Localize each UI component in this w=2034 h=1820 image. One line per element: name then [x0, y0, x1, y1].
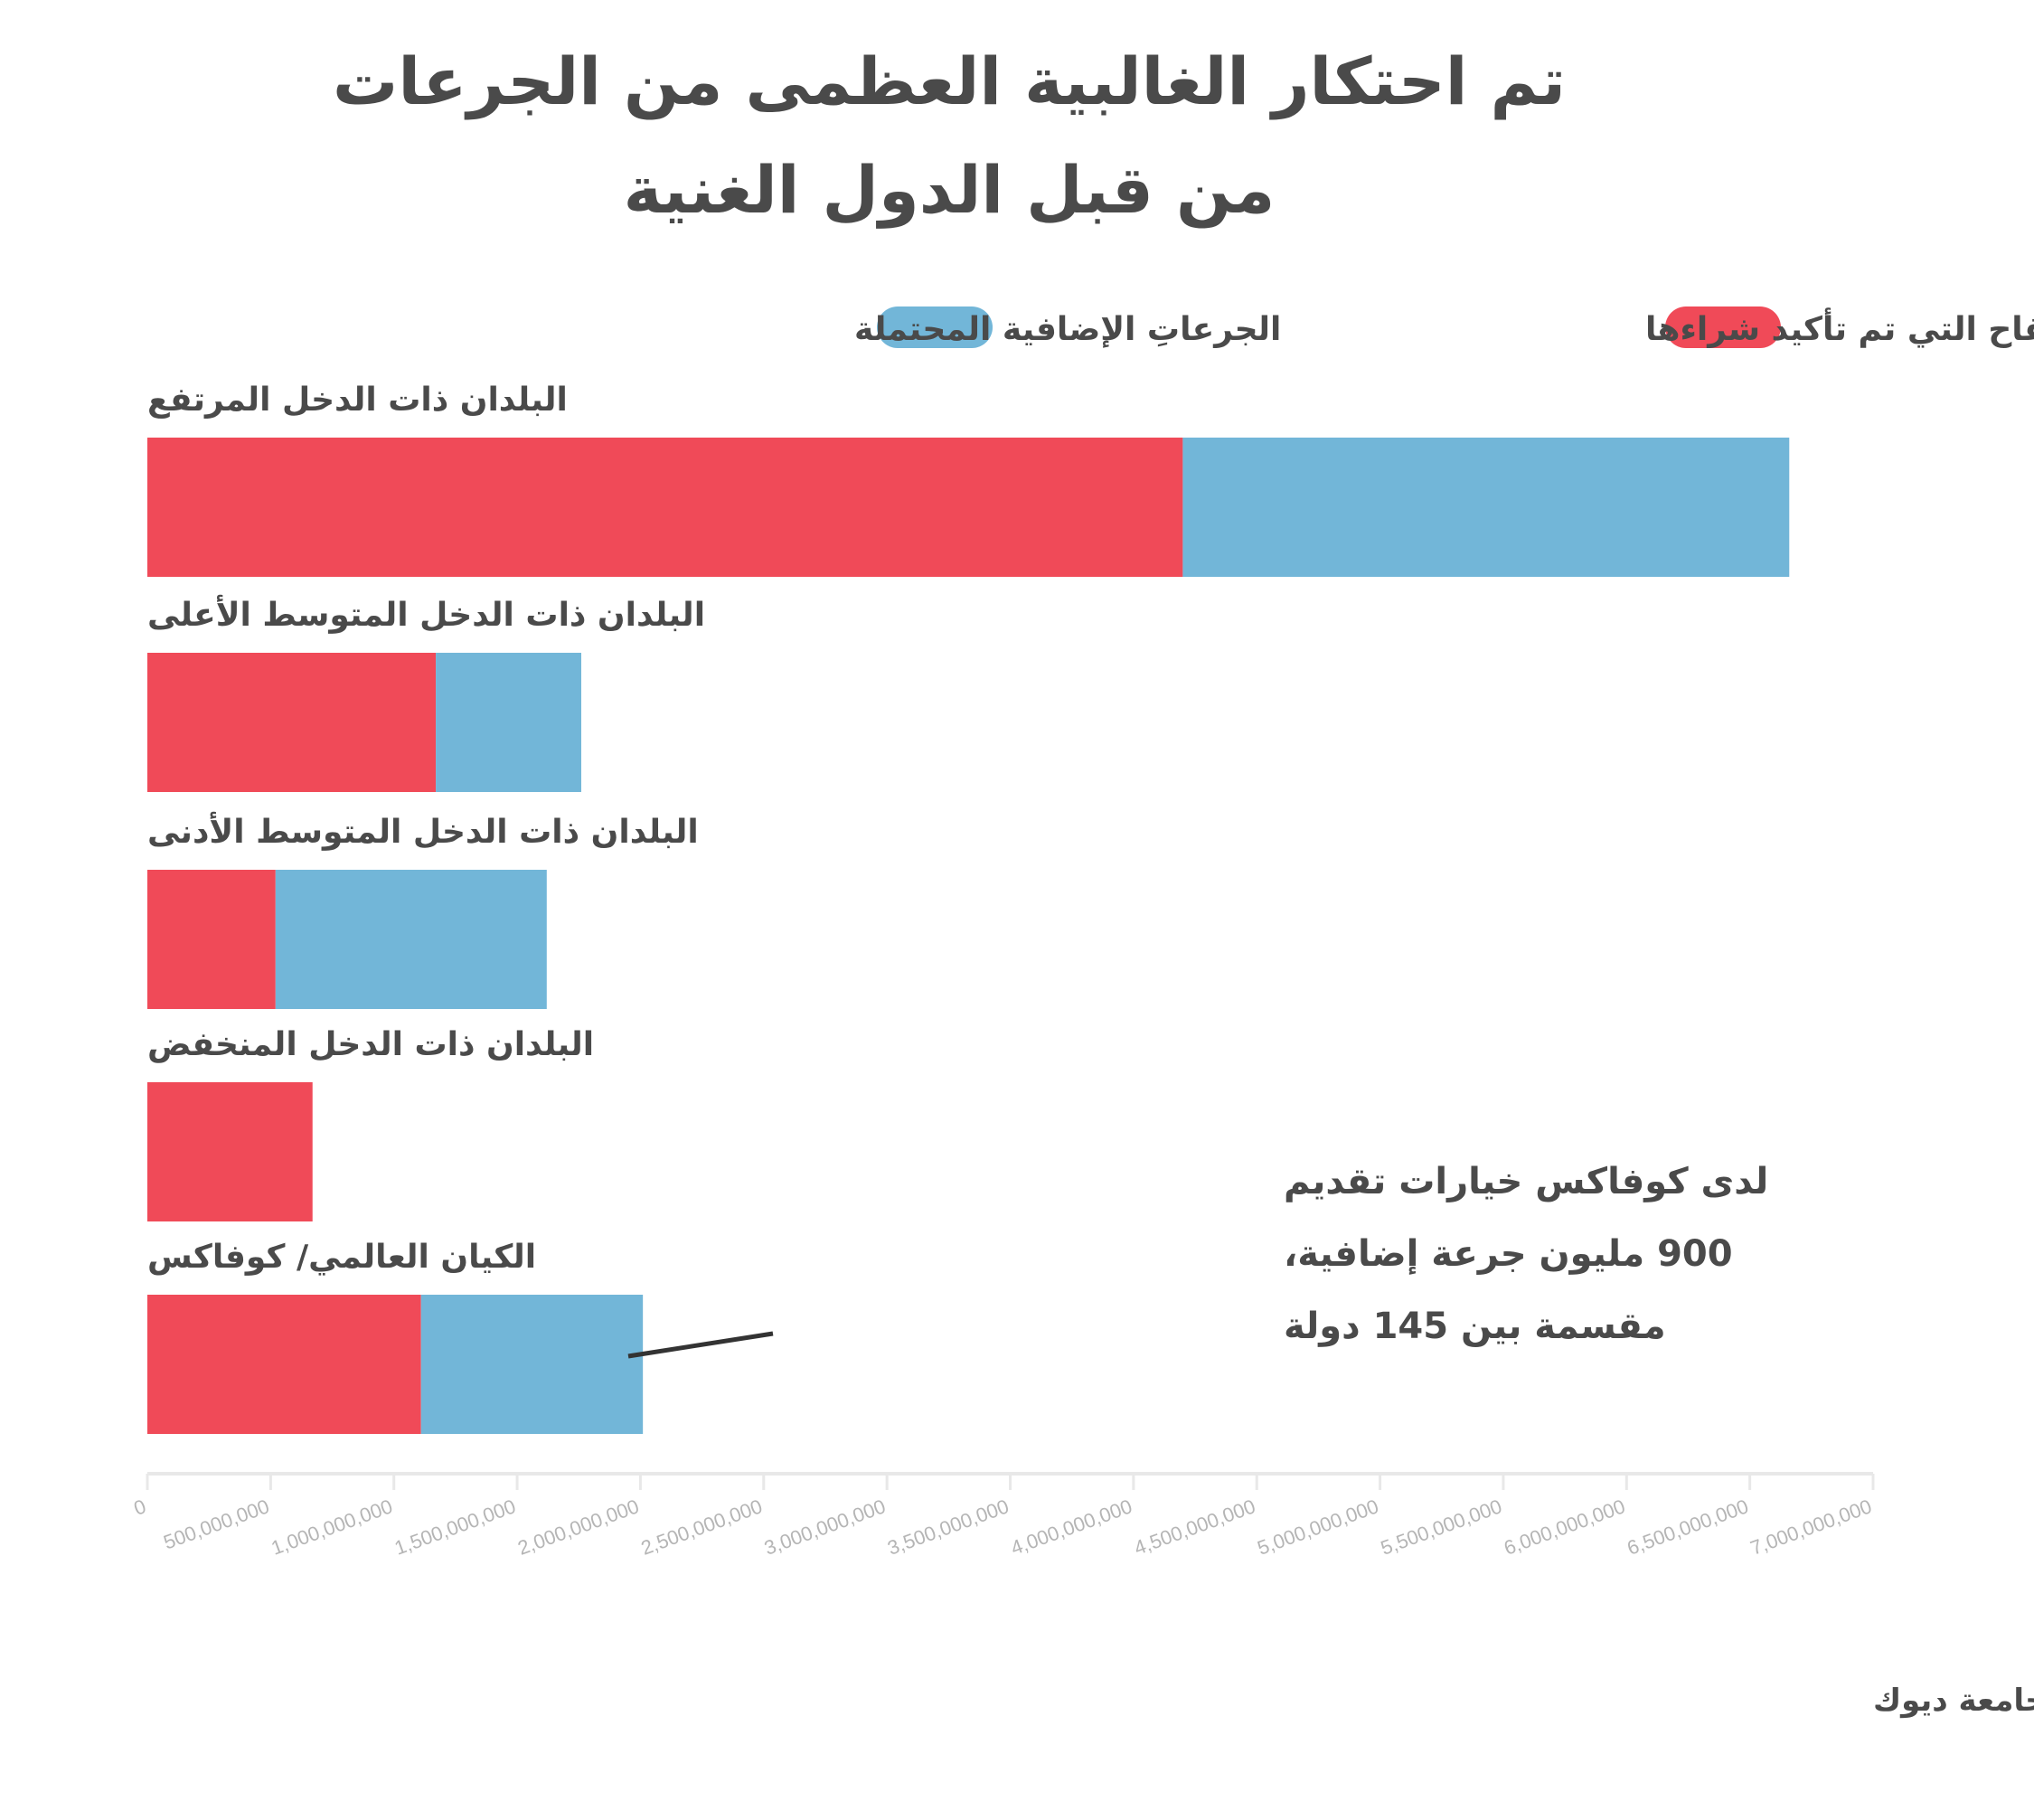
bar-5-series-1: [147, 1295, 421, 1434]
bar-1-series-2: [1182, 438, 1790, 577]
x-tick-label-6: 3,000,000,000: [761, 1495, 889, 1560]
chart-title: تم احتكار الغالبية العظمى من الجرعات من …: [181, 27, 1718, 244]
bar-3-series-2: [275, 870, 547, 1009]
x-tick-label-8: 4,000,000,000: [1008, 1495, 1135, 1560]
x-tick-label-14: 7,000,000,000: [1747, 1495, 1875, 1560]
x-tick-label-13: 6,500,000,000: [1624, 1495, 1752, 1560]
x-tick-label-9: 4,500,000,000: [1131, 1495, 1258, 1560]
legend-label-2: الجرعاتِ الإضافية المحتملة: [854, 311, 1281, 348]
annotation: لدى كوفاكس خيارات تقديم 900 مليون جرعة إض…: [627, 1161, 1768, 1359]
x-tick-label-12: 6,000,000,000: [1501, 1495, 1628, 1560]
x-tick-label-5: 2,500,000,000: [638, 1495, 766, 1560]
x-tick-label-3: 1,500,000,000: [391, 1495, 519, 1560]
legend-swatch-1: [1665, 306, 1781, 348]
x-tick-label-4: 2,000,000,000: [514, 1495, 642, 1560]
bar-4-series-1: [147, 1082, 313, 1221]
category-label-4: البلدان ذات الدخل المنخفض: [147, 1026, 594, 1063]
x-tick-label-0: 0: [131, 1495, 149, 1520]
annotation-pointer: [627, 1331, 774, 1359]
x-tick-label-1: 500,000,000: [161, 1495, 273, 1553]
annotation-line-3: مقسمة بين 145 دولة: [1284, 1306, 1666, 1347]
category-label-3: البلدان ذات الدخل المتوسط الأدنى: [147, 811, 699, 851]
bar-3-series-1: [147, 870, 276, 1009]
category-label-1: البلدان ذات الدخل المرتفع: [147, 382, 568, 419]
chart-title-line-1: تم احتكار الغالبية العظمى من الجرعات: [333, 43, 1566, 119]
bar-2-series-2: [436, 653, 581, 792]
legend-swatch-2: [877, 306, 993, 348]
bars-group: البلدان ذات الدخل المرتفع البلدان ذات الد…: [147, 382, 1790, 1434]
bar-2-series-1: [147, 653, 437, 792]
category-label-2: البلدان ذات الدخل المتوسط الأعلى: [147, 594, 705, 634]
chart-title-line-2: من قبل الدول الغنية: [623, 152, 1276, 228]
x-tick-label-11: 5,500,000,000: [1378, 1495, 1505, 1560]
bar-5-series-2: [420, 1295, 644, 1434]
x-tick-label-2: 1,000,000,000: [268, 1495, 396, 1560]
legend: جرعات اللقاح التي تم تأكيد شراءها الجرعات…: [854, 306, 2034, 348]
source-note: المصدر: جامعة ديوك: [1873, 1683, 2034, 1719]
x-tick-label-10: 5,000,000,000: [1255, 1495, 1382, 1560]
x-axis: 0 500,000,0001,000,000,0001,500,000,0002,…: [131, 1472, 1875, 1560]
legend-label-1: جرعات اللقاح التي تم تأكيد شراءها: [1645, 307, 2034, 348]
category-label-5: الكيان العالمي/ كوفاكس: [147, 1239, 536, 1276]
x-tick-label-7: 3,500,000,000: [884, 1495, 1012, 1560]
annotation-line-2: 900 مليون جرعة إضافية،: [1284, 1233, 1733, 1275]
annotation-line-1: لدى كوفاكس خيارات تقديم: [1284, 1161, 1768, 1202]
bar-1-series-1: [147, 438, 1183, 577]
